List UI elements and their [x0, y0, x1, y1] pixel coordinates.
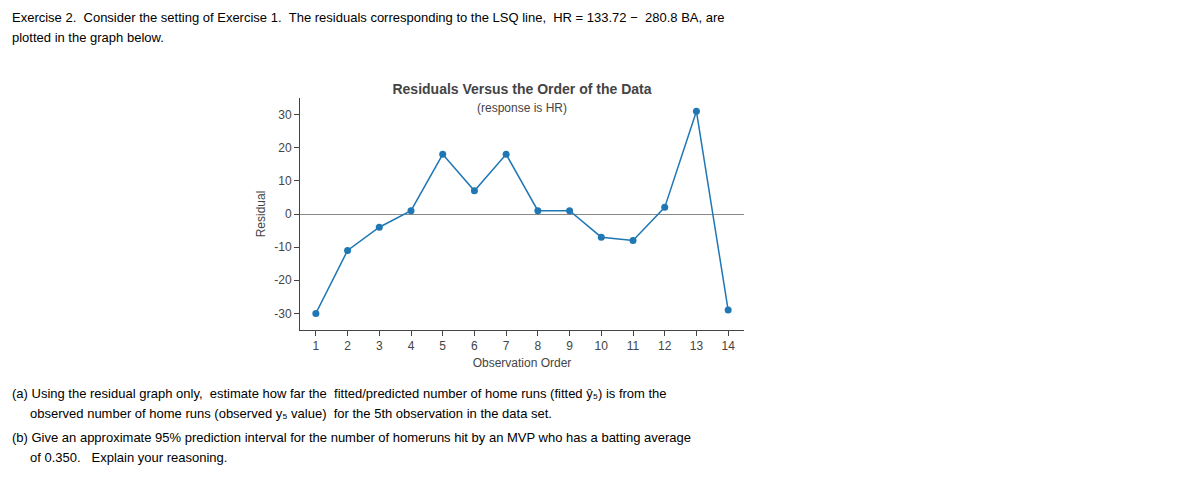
svg-text:0: 0	[285, 207, 292, 221]
svg-text:5: 5	[439, 339, 446, 353]
svg-text:4: 4	[408, 339, 415, 353]
svg-text:7: 7	[503, 339, 510, 353]
svg-text:6: 6	[471, 339, 478, 353]
svg-text:20: 20	[278, 141, 292, 155]
svg-text:8: 8	[535, 339, 542, 353]
svg-text:(a) Using the residual graph o: (a) Using the residual graph only, estim…	[12, 386, 667, 401]
svg-text:30: 30	[278, 108, 292, 122]
svg-text:9: 9	[566, 339, 573, 353]
svg-text:-20: -20	[274, 273, 292, 287]
svg-text:-10: -10	[274, 240, 292, 254]
svg-text:plotted in the graph below.: plotted in the graph below.	[12, 30, 164, 45]
svg-text:observed number of home runs (: observed number of home runs (observed y…	[12, 406, 552, 421]
svg-text:3: 3	[376, 339, 383, 353]
svg-text:1: 1	[313, 339, 320, 353]
svg-text:of 0.350. Explain your reaso: of 0.350. Explain your reasoning.	[12, 450, 227, 465]
svg-text:12: 12	[658, 339, 672, 353]
svg-text:Residual: Residual	[254, 191, 268, 238]
svg-text:-30: -30	[274, 307, 292, 321]
svg-text:13: 13	[690, 339, 704, 353]
svg-text:Exercise 2. Consider the sett: Exercise 2. Consider the setting of Exer…	[12, 10, 725, 25]
svg-text:10: 10	[278, 174, 292, 188]
svg-text:14: 14	[721, 339, 735, 353]
svg-text:(b) Give an approximate 95% pr: (b) Give an approximate 95% prediction i…	[12, 430, 691, 445]
svg-text:10: 10	[595, 339, 609, 353]
svg-text:Residuals Versus the Order of: Residuals Versus the Order of the Data(r…	[392, 81, 651, 115]
svg-text:11: 11	[627, 339, 640, 353]
svg-text:2: 2	[344, 339, 351, 353]
svg-text:Observation Order: Observation Order	[473, 356, 572, 370]
